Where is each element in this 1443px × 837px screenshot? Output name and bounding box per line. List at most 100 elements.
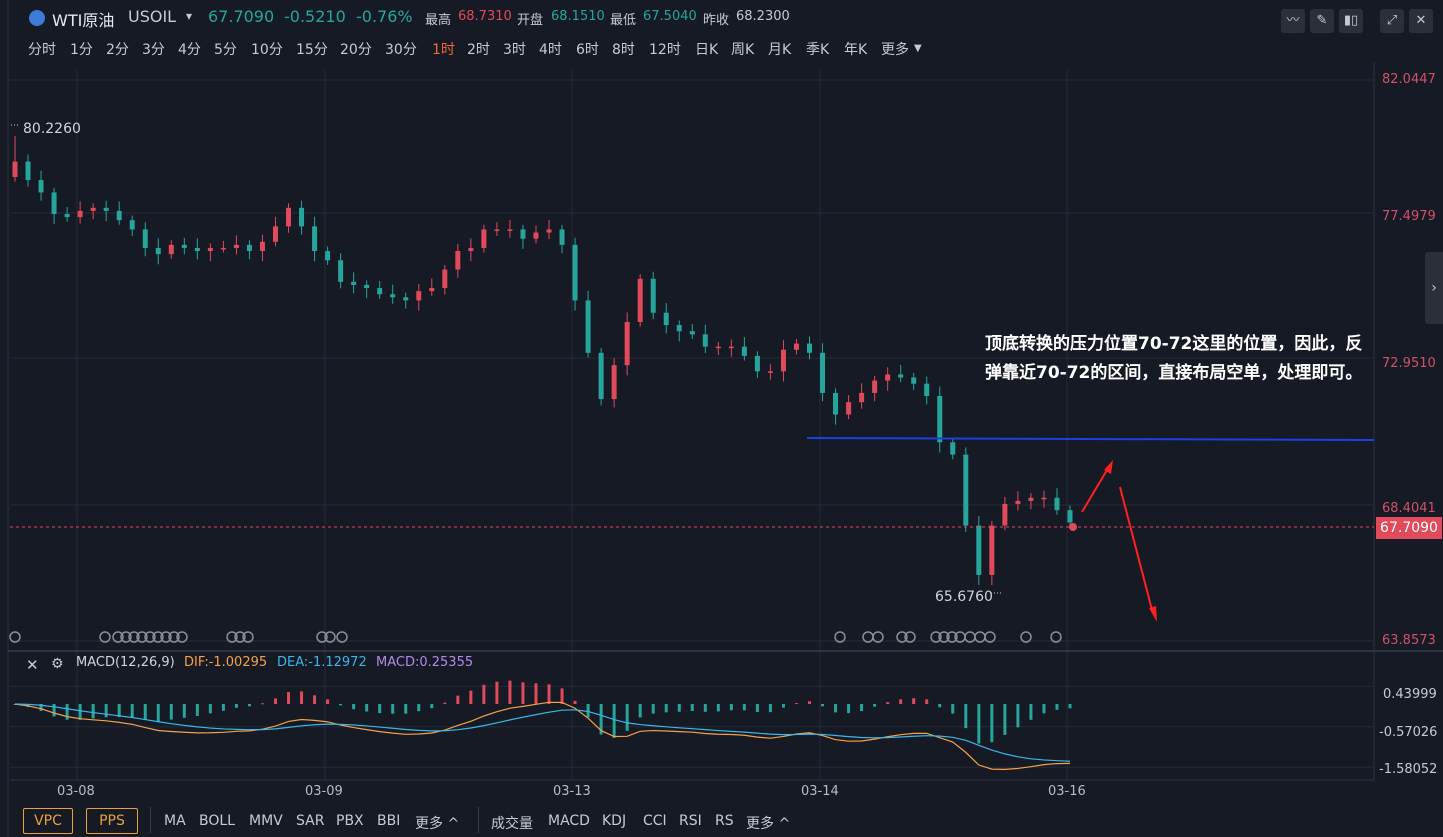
tab-8h[interactable]: 8时 (612, 42, 635, 58)
candle-body (494, 229, 500, 231)
macd-histogram-bar (234, 704, 238, 708)
tab-15m[interactable]: 15分 (296, 42, 328, 58)
candle-icon[interactable]: ▮▯ (1339, 9, 1363, 33)
low-value: 67.5040 (643, 9, 697, 24)
event-marker-icon (234, 631, 246, 643)
symbol-name[interactable]: WTI原油 (52, 11, 115, 30)
candle-body (429, 288, 435, 292)
expand-icon[interactable]: ⤢ (1380, 9, 1404, 33)
tab-20m[interactable]: 20分 (340, 42, 372, 58)
indicator-mmv[interactable]: MMV (249, 813, 283, 829)
candle-body (937, 396, 943, 443)
macd-histogram-bar (912, 698, 916, 704)
indicator-more[interactable]: 更多 ^ (415, 816, 460, 832)
tab-day[interactable]: 日K (695, 42, 719, 58)
tab-4h[interactable]: 4时 (539, 42, 562, 58)
line-chart-icon[interactable]: 〰 (1281, 9, 1305, 33)
candle-body (103, 207, 109, 211)
macd-histogram-bar (938, 704, 942, 708)
macd-histogram-bar (560, 688, 564, 704)
indicator-more[interactable]: 更多 ^ (746, 816, 791, 832)
divider (150, 807, 151, 833)
event-marker-icon (144, 631, 156, 643)
macd-histogram-bar (638, 704, 642, 718)
macd-histogram-bar (430, 704, 434, 709)
tab-month[interactable]: 月K (768, 42, 792, 58)
macd-value: MACD:0.25355 (376, 655, 474, 670)
event-marker-icon (1020, 631, 1032, 643)
tab-2h[interactable]: 2时 (467, 42, 490, 58)
macd-histogram-bar (260, 703, 264, 705)
pencil-icon[interactable]: ✎ (1310, 9, 1334, 33)
indicator-rsi[interactable]: RSI (679, 813, 702, 829)
chevron-right-icon[interactable]: › (1425, 252, 1443, 324)
symbol-icon (29, 10, 45, 26)
candle-body (924, 383, 930, 397)
indicator-pbx[interactable]: PBX (336, 813, 364, 829)
tab-3m[interactable]: 3分 (142, 42, 165, 58)
close-icon[interactable]: ✕ (26, 656, 39, 674)
candle-body (533, 232, 539, 239)
indicator-cci[interactable]: CCI (643, 813, 667, 829)
tab-12h[interactable]: 12时 (649, 42, 681, 58)
candle-body (598, 352, 604, 400)
macd-title: MACD(12,26,9) (76, 655, 175, 670)
candle-body (807, 343, 813, 353)
indicator-rs[interactable]: RS (715, 813, 734, 829)
macd-histogram-bar (91, 704, 95, 719)
candle-body (25, 161, 31, 181)
macd-histogram-bar (586, 704, 590, 718)
macd-histogram-bar (52, 704, 56, 717)
indicator-volume[interactable]: 成交量 (491, 816, 533, 832)
tab-more[interactable]: 更多 (881, 42, 909, 58)
event-marker-icon (324, 631, 336, 643)
indicator-ma[interactable]: MA (164, 813, 186, 829)
symbol-code[interactable]: USOIL (128, 7, 177, 26)
candle-body (403, 297, 409, 301)
tab-1h[interactable]: 1时 (432, 42, 455, 58)
vpc-button[interactable]: VPC (23, 808, 73, 834)
tab-3h[interactable]: 3时 (503, 42, 526, 58)
candle-body (885, 374, 891, 381)
tab-5m[interactable]: 5分 (214, 42, 237, 58)
close-icon[interactable]: ✕ (1409, 9, 1433, 33)
candle-body (312, 226, 318, 252)
tab-10m[interactable]: 10分 (251, 42, 283, 58)
indicator-boll[interactable]: BOLL (199, 813, 235, 829)
open-label: 开盘 (517, 13, 544, 28)
tab-fenshi[interactable]: 分时 (28, 42, 56, 58)
macd-histogram-bar (78, 704, 82, 720)
tab-1m[interactable]: 1分 (70, 42, 93, 58)
candle-body (77, 210, 83, 218)
macd-histogram-bar (573, 700, 577, 704)
tab-30m[interactable]: 30分 (385, 42, 417, 58)
indicator-macd[interactable]: MACD (548, 813, 590, 829)
macd-histogram-bar (117, 704, 121, 718)
chart-grid (10, 62, 1375, 781)
macd-histogram-bar (521, 682, 525, 704)
indicator-kdj[interactable]: KDJ (602, 813, 627, 829)
tab-quarter[interactable]: 季K (806, 42, 830, 58)
price-axis-label: 63.8573 (1382, 633, 1436, 648)
macd-axis-label: -0.57026 (1379, 725, 1438, 740)
candle-body (715, 346, 721, 349)
current-price-dot (1069, 523, 1077, 531)
candle-body (233, 244, 239, 248)
tab-week[interactable]: 周K (731, 42, 755, 58)
tab-2m[interactable]: 2分 (106, 42, 129, 58)
macd-histogram-bar (195, 704, 199, 717)
settings-icon[interactable]: ⚙ (51, 656, 64, 672)
candle-body (220, 247, 226, 250)
pps-button[interactable]: PPS (86, 808, 138, 834)
last-price: 67.7090 (208, 7, 275, 26)
tab-year[interactable]: 年K (844, 42, 868, 58)
indicator-sar[interactable]: SAR (296, 813, 325, 829)
caret-down-icon[interactable]: ▼ (914, 43, 922, 54)
caret-down-icon[interactable]: ▾ (186, 9, 193, 23)
open-value: 68.1510 (551, 9, 605, 24)
indicator-bbi[interactable]: BBI (377, 813, 401, 829)
tab-6h[interactable]: 6时 (576, 42, 599, 58)
candle-body (546, 229, 552, 233)
tab-4m[interactable]: 4分 (178, 42, 201, 58)
